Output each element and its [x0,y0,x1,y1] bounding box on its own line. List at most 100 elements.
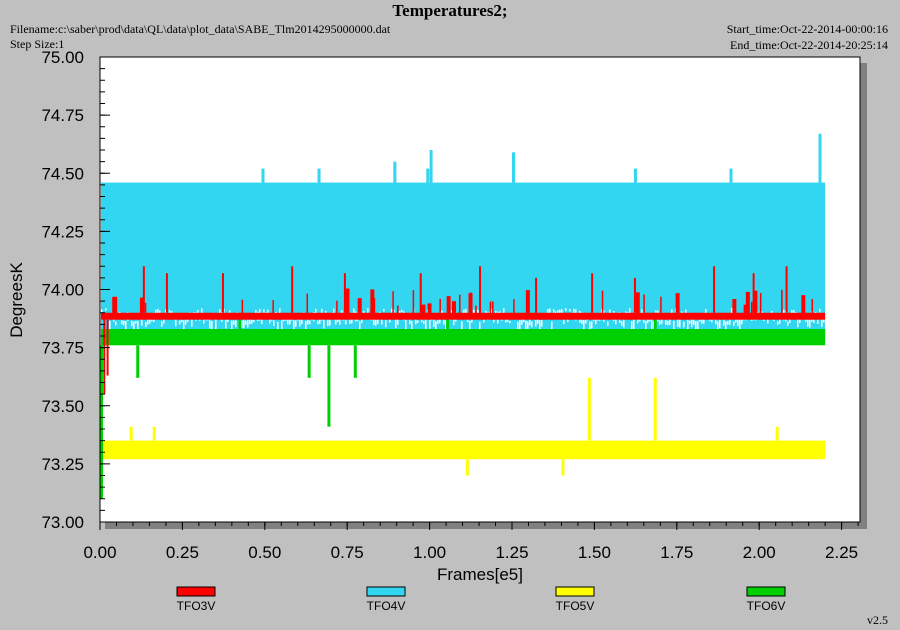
band-gap [719,316,721,329]
band-gap [621,321,623,326]
spike-tfo4v-6 [633,168,637,183]
spike-tfo5v-4 [587,377,591,441]
spike-tfo6v-7 [653,312,657,330]
band-TFO6V [101,329,826,346]
band-TFO3V [101,312,826,320]
band-gap [589,321,591,331]
band-gap [699,318,701,322]
band-gap [509,320,511,324]
band-gap [225,319,227,329]
tfo3v-block [492,301,494,318]
band-gap [307,315,309,325]
band-gap [805,319,807,322]
band-gap [429,318,431,329]
band-gap [797,317,799,328]
band-gap [441,310,443,314]
band-gap [799,319,801,323]
tfo3v-block [397,305,399,318]
tfo3v-block [489,301,492,318]
band-gap [471,318,473,323]
band-gap [565,308,567,312]
y-tick-label: 74.00 [41,281,84,300]
spike-tfo5v-6 [775,426,779,441]
band-gap [569,309,571,312]
band-gap [135,321,137,324]
tfo3v-block [421,304,426,318]
band-gap [673,320,675,333]
band-gap [633,318,635,330]
band-gap [703,317,705,324]
x-tick-label: 0.25 [166,543,199,562]
band-gap [253,319,255,322]
band-gap [551,321,553,330]
band-gap [443,315,445,325]
tfo3v-block [759,293,762,318]
legend-label: TFO4V [367,599,406,613]
series-tfo6v [100,312,826,499]
legend-item-tfo5v[interactable]: TFO5V [555,586,595,613]
band-gap [273,320,275,326]
band-gap [537,317,539,324]
legend-item-tfo4v[interactable]: TFO4V [366,586,406,613]
x-tick-label: 2.25 [825,543,858,562]
band-gap [549,308,551,315]
legend-label: TFO5V [556,599,595,613]
band-gap [731,308,733,315]
tfo3v-block [470,292,472,318]
spike-tfo3v-11 [633,277,636,313]
band-gap [739,318,741,330]
spike-tfo3v-10 [591,273,594,313]
band-gap [507,317,509,322]
band-gap [263,309,265,313]
band-gap [337,318,339,323]
band-gap [385,319,387,328]
tfo3v-block [357,298,362,318]
legend[interactable]: TFO3V TFO4V TFO5V TFO6V [176,586,786,613]
band-gap [247,318,249,328]
band-gap [437,320,439,324]
band-gap [823,319,825,323]
spike-tfo6v-1 [136,345,140,378]
band-gap [405,318,407,331]
band-gap [493,317,495,323]
band-gap [659,320,661,325]
band-gap [183,320,185,333]
band-TFO5V [101,440,826,460]
y-tick-label: 75.00 [41,48,84,67]
band-gap [191,319,193,327]
band-gap [235,320,237,328]
legend-item-tfo3v[interactable]: TFO3V [176,586,216,613]
band-gap [729,316,731,325]
band-gap [477,309,479,315]
band-gap [661,317,663,324]
band-gap [573,308,575,315]
series-tfo3v [101,266,826,395]
spike-tfo5v-2 [465,459,469,476]
band-gap [527,321,529,332]
band-gap [529,317,531,326]
band-gap [317,320,319,325]
band-gap [215,318,217,331]
spike-tfo6v-0 [100,345,103,499]
band-gap [229,310,231,313]
tfo3v-block [750,301,753,318]
spike-tfo3v-13 [752,273,755,313]
band-gap [607,321,609,326]
legend-item-tfo6v[interactable]: TFO6V [746,586,786,613]
band-gap [525,320,527,329]
band-gap [145,322,147,328]
band-gap [629,308,631,318]
tfo3v-block [427,303,432,318]
y-tick-label: 73.75 [41,339,84,358]
band-gap [179,320,181,325]
band-gap [503,308,505,316]
band-gap [665,319,667,325]
tfo3v-block [811,299,813,318]
band-gap [363,310,365,314]
spike-tfo3v-0 [103,319,106,395]
band-gap [203,316,205,324]
band-gap [417,320,419,323]
band-gap [383,309,385,312]
x-tick-label: 0.50 [248,543,281,562]
band-gap [293,320,295,331]
